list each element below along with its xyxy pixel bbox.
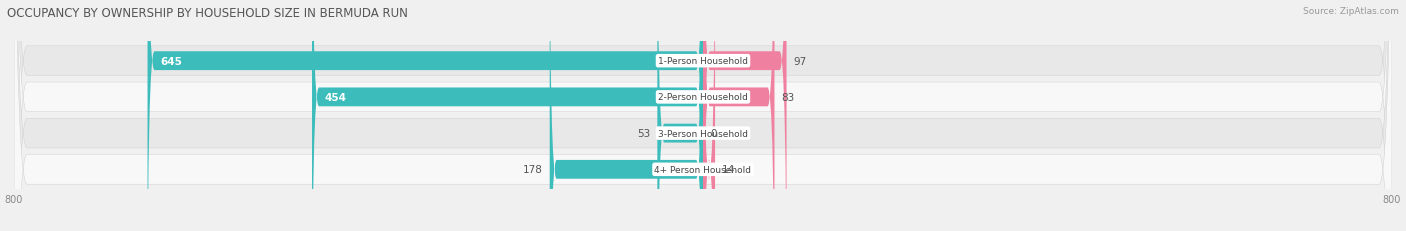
FancyBboxPatch shape [658,0,703,231]
Text: 4+ Person Household: 4+ Person Household [655,165,751,174]
Text: 178: 178 [523,165,543,175]
FancyBboxPatch shape [14,0,1392,231]
Text: 83: 83 [782,92,794,103]
FancyBboxPatch shape [148,0,703,231]
Text: 3-Person Household: 3-Person Household [658,129,748,138]
FancyBboxPatch shape [312,0,703,231]
Text: 53: 53 [637,128,651,139]
FancyBboxPatch shape [14,0,1392,231]
FancyBboxPatch shape [703,0,716,231]
FancyBboxPatch shape [14,0,1392,231]
Text: 2-Person Household: 2-Person Household [658,93,748,102]
Text: 645: 645 [160,56,183,66]
Text: 14: 14 [721,165,735,175]
Text: Source: ZipAtlas.com: Source: ZipAtlas.com [1303,7,1399,16]
FancyBboxPatch shape [703,0,775,231]
Text: 454: 454 [325,92,347,103]
FancyBboxPatch shape [14,0,1392,231]
Text: 97: 97 [793,56,807,66]
FancyBboxPatch shape [703,0,786,231]
Text: 1-Person Household: 1-Person Household [658,57,748,66]
Text: OCCUPANCY BY OWNERSHIP BY HOUSEHOLD SIZE IN BERMUDA RUN: OCCUPANCY BY OWNERSHIP BY HOUSEHOLD SIZE… [7,7,408,20]
FancyBboxPatch shape [550,0,703,231]
Text: 0: 0 [710,128,717,139]
